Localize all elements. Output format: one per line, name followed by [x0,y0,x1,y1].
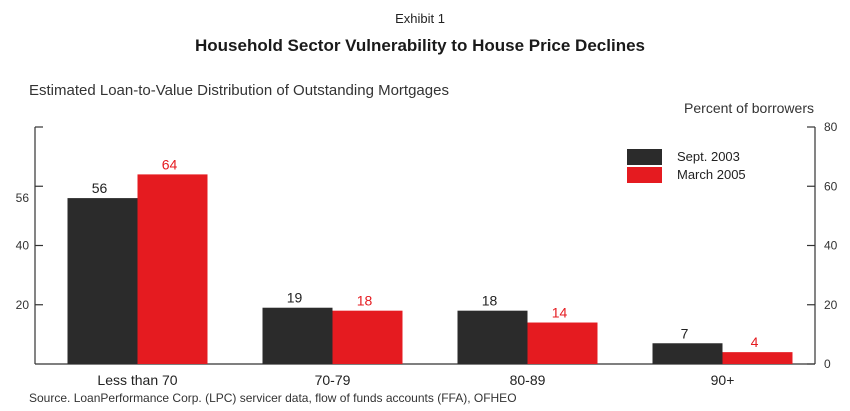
left-tick-label: 40 [16,239,30,253]
legend: Sept. 2003 March 2005 [627,149,746,183]
legend-label: March 2005 [677,167,746,182]
value-label: 18 [357,293,373,309]
bars [67,174,793,364]
value-label: 18 [482,293,498,309]
legend-swatch [627,149,662,165]
right-tick-label: 0 [824,357,831,371]
left-tick-label: 56 [16,191,30,205]
category-label: 80-89 [510,372,546,388]
right-tick-label: 60 [824,179,838,193]
axis-ticks: 0 20 40 60 80 20 40 56 [16,120,838,371]
value-label: 7 [681,325,689,341]
right-tick-label: 40 [824,239,838,253]
bar [332,310,403,364]
category-label: 70-79 [315,372,351,388]
category-label: 90+ [711,372,735,388]
bar [137,174,208,364]
value-labels: 56 64 19 18 18 14 7 4 [92,156,759,350]
bar [652,343,723,364]
bar [527,322,598,364]
value-label: 19 [287,290,303,306]
value-label: 4 [751,334,759,350]
category-labels: Less than 70 70-79 80-89 90+ [97,372,734,388]
y-axis-label: Percent of borrowers [684,100,814,116]
right-tick-label: 80 [824,120,838,134]
source-note: Source. LoanPerformance Corp. (LPC) serv… [29,391,517,405]
left-tick-label: 20 [16,298,30,312]
category-label: Less than 70 [97,372,177,388]
bar [722,352,793,364]
legend-swatch [627,167,662,183]
bar [262,307,333,364]
right-tick-label: 20 [824,298,838,312]
legend-label: Sept. 2003 [677,149,740,164]
value-label: 14 [552,305,568,321]
exhibit-label: Exhibit 1 [395,11,445,26]
bar [67,198,138,364]
chart-title: Household Sector Vulnerability to House … [195,36,645,55]
value-label: 56 [92,180,108,196]
chart-subtitle: Estimated Loan-to-Value Distribution of … [29,82,449,99]
bar [457,310,528,364]
value-label: 64 [162,156,178,172]
